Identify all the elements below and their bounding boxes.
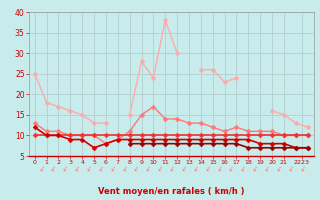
Text: ↓: ↓: [143, 166, 151, 174]
Text: ↓: ↓: [179, 166, 187, 174]
Text: ↓: ↓: [60, 166, 68, 174]
Text: ↓: ↓: [203, 166, 211, 174]
Text: ↓: ↓: [286, 166, 294, 174]
Text: ↓: ↓: [155, 166, 164, 174]
Text: ↓: ↓: [108, 166, 116, 174]
Text: ↓: ↓: [227, 166, 235, 174]
Text: ↓: ↓: [36, 166, 45, 174]
Text: ↓: ↓: [132, 166, 140, 174]
Text: Vent moyen/en rafales ( km/h ): Vent moyen/en rafales ( km/h ): [98, 187, 244, 196]
Text: ↓: ↓: [96, 166, 104, 174]
Text: ↓: ↓: [49, 166, 57, 174]
Text: ↓: ↓: [274, 166, 282, 174]
Text: ↓: ↓: [262, 166, 270, 174]
Text: ↓: ↓: [120, 166, 128, 174]
Text: ↓: ↓: [72, 166, 80, 174]
Text: ↓: ↓: [215, 166, 223, 174]
Text: ↓: ↓: [250, 166, 258, 174]
Text: ↓: ↓: [84, 166, 92, 174]
Text: ↓: ↓: [191, 166, 199, 174]
Text: ↓: ↓: [238, 166, 246, 174]
Text: ↓: ↓: [298, 166, 306, 174]
Text: ↓: ↓: [167, 166, 175, 174]
